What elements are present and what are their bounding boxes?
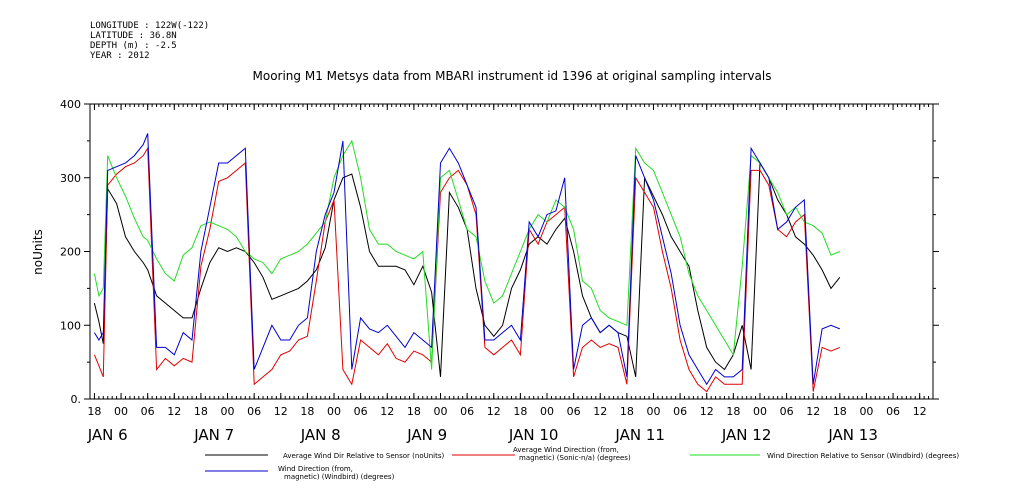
x-tick-label: 00 xyxy=(327,405,341,418)
x-tick-label: 18 xyxy=(833,405,847,418)
x-tick-label: 18 xyxy=(407,405,421,418)
x-tick-label: 00 xyxy=(114,405,128,418)
x-tick-label: 18 xyxy=(513,405,527,418)
x-tick-label: 00 xyxy=(221,405,235,418)
x-tick-label: 06 xyxy=(141,405,155,418)
x-tick-label: 12 xyxy=(806,405,820,418)
x-tick-label: 00 xyxy=(859,405,873,418)
x-tick-label: 06 xyxy=(247,405,261,418)
x-tick-label: 06 xyxy=(567,405,581,418)
legend-label-4: Wind Direction (from, magnetic) (Windbir… xyxy=(278,465,395,481)
series-line-1 xyxy=(93,161,841,378)
year-text: YEAR : 2012 xyxy=(90,51,150,61)
day-label: JAN 6 xyxy=(87,426,128,444)
day-label: JAN 12 xyxy=(721,426,772,444)
legend-label-line: Average Wind Direction (from, xyxy=(513,446,621,454)
chart-title: Mooring M1 Metsys data from MBARI instru… xyxy=(253,69,772,83)
legend-label-2: Average Wind Direction (from, magnetic) … xyxy=(513,446,631,462)
x-tick-label: 06 xyxy=(780,405,794,418)
y-tick-label: 300 xyxy=(60,172,81,185)
legend: Average Wind Dir Relative to Sensor (noU… xyxy=(205,446,959,481)
series-line-2 xyxy=(93,146,840,393)
x-tick-label: 12 xyxy=(487,405,501,418)
legend-label-line: magnetic) (Windbird) (degrees) xyxy=(284,473,395,481)
x-tick-label: 12 xyxy=(700,405,714,418)
y-tick-label: 0. xyxy=(71,393,82,406)
x-tick-label: 12 xyxy=(913,405,927,418)
x-tick-label: 18 xyxy=(87,405,101,418)
legend-label-3: Wind Direction Relative to Sensor (Windb… xyxy=(767,452,959,460)
x-tick-label: 00 xyxy=(753,405,767,418)
x-tick-label: 00 xyxy=(434,405,448,418)
day-label: JAN 13 xyxy=(827,426,878,444)
series-layer xyxy=(93,133,841,393)
depth-text: DEPTH (m) : -2.5 xyxy=(90,41,177,51)
series-line-4 xyxy=(93,133,840,386)
day-label: JAN 10 xyxy=(508,426,559,444)
legend-label-1: Average Wind Dir Relative to Sensor (noU… xyxy=(283,452,444,460)
y-tick-label: 400 xyxy=(60,98,81,111)
x-tick-label: 00 xyxy=(540,405,554,418)
x-tick-label: 12 xyxy=(274,405,288,418)
y-tick-label: 100 xyxy=(60,319,81,332)
y-axis-label: noUnits xyxy=(31,229,45,275)
x-tick-label: 06 xyxy=(354,405,368,418)
legend-label-line: magnetic) (Sonic-n/a) (degrees) xyxy=(519,454,631,462)
axes-layer: 0. 100 200 300 400 18 00 06 12 18 00 06 12 18 00 06 12 18… xyxy=(60,98,939,444)
x-tick-label: 18 xyxy=(726,405,740,418)
day-label: JAN 8 xyxy=(300,426,341,444)
day-label: JAN 9 xyxy=(406,426,447,444)
x-tick-label: 12 xyxy=(167,405,181,418)
latitude-text: LATITUDE : 36.8N xyxy=(90,31,177,41)
metadata-block: LONGITUDE : 122W(-122) LATITUDE : 36.8N … xyxy=(90,21,209,61)
x-tick-label: 00 xyxy=(646,405,660,418)
day-label: JAN 11 xyxy=(614,426,665,444)
y-tick-label: 200 xyxy=(60,246,81,259)
x-tick-label: 18 xyxy=(300,405,314,418)
x-tick-label: 06 xyxy=(886,405,900,418)
x-tick-label: 12 xyxy=(593,405,607,418)
x-tick-label: 06 xyxy=(673,405,687,418)
x-tick-label: 12 xyxy=(380,405,394,418)
x-tick-label: 18 xyxy=(194,405,208,418)
series-line-3 xyxy=(93,139,840,370)
longitude-text: LONGITUDE : 122W(-122) xyxy=(90,21,210,31)
legend-label-line: Wind Direction (from, xyxy=(278,465,355,473)
x-tick-label: 06 xyxy=(460,405,474,418)
x-tick-label: 18 xyxy=(620,405,634,418)
day-label: JAN 7 xyxy=(193,426,234,444)
